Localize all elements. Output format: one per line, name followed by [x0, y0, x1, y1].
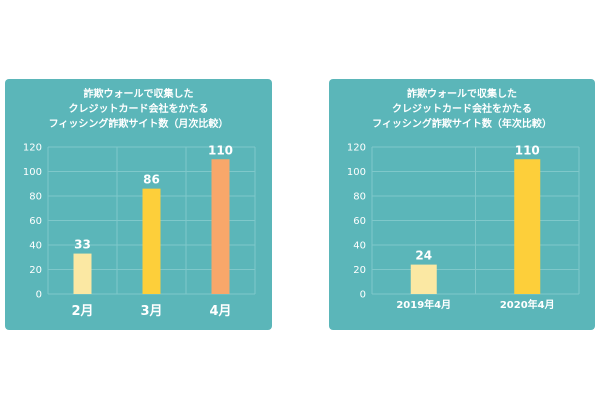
- monthly-chart-title-line-2: クレジットカード会社をかたる: [68, 104, 209, 115]
- monthly-chart-title: 詐欺ウォールで収集した クレジットカード会社をかたる フィッシング詐欺サイト数（…: [5, 87, 272, 132]
- yearly-bar-chart: 0 20 40 60 80 100 120 24 2019年4月 110 2020年4月: [347, 143, 580, 311]
- yearly-data-label: 24: [415, 249, 432, 263]
- yearly-chart-panel: 詐欺ウォールで収集した クレジットカード会社をかたる フィッシング詐欺サイト数（…: [329, 79, 595, 330]
- monthly-ytick-label: 40: [29, 241, 42, 252]
- yearly-chart-title-line-2: クレジットカード会社をかたる: [392, 104, 532, 115]
- monthly-bar: [73, 253, 92, 294]
- monthly-bar: [211, 159, 230, 294]
- yearly-ytick-label: 120: [347, 143, 366, 154]
- monthly-ytick-label: 20: [29, 265, 42, 276]
- monthly-chart-panel: 詐欺ウォールで収集した クレジットカード会社をかたる フィッシング詐欺サイト数（…: [5, 79, 272, 330]
- monthly-data-label: 110: [208, 143, 233, 157]
- monthly-bar-chart: 0 20 40 60 80 100 120 33 2月 86 3月 110 4月: [23, 143, 256, 319]
- yearly-ytick-label: 20: [353, 265, 366, 276]
- yearly-ytick-label: 60: [353, 216, 366, 227]
- yearly-bar: [410, 264, 437, 294]
- monthly-chart-title-line-1: 詐欺ウォールで収集した: [83, 89, 194, 100]
- monthly-chart-title-line-3: フィッシング詐欺サイト数（月次比較）: [48, 119, 229, 130]
- yearly-chart-title-line-3: フィッシング詐欺サイト数（年次比較）: [372, 119, 552, 130]
- monthly-ytick-label: 60: [29, 216, 42, 227]
- yearly-chart-title-line-1: 詐欺ウォールで収集した: [407, 89, 517, 100]
- monthly-ytick-label: 120: [23, 143, 42, 154]
- yearly-category-label: 2020年4月: [500, 298, 555, 311]
- monthly-ytick-label: 80: [29, 192, 42, 203]
- monthly-data-label: 86: [143, 173, 160, 187]
- yearly-ytick-label: 80: [353, 192, 366, 203]
- monthly-category-label: 2月: [71, 304, 93, 319]
- yearly-ytick-label: 40: [353, 241, 366, 252]
- monthly-ytick-label: 100: [23, 167, 42, 178]
- yearly-ytick-label: 0: [360, 290, 366, 301]
- yearly-bar: [514, 159, 541, 294]
- yearly-ytick-label: 100: [347, 167, 366, 178]
- monthly-bar: [142, 188, 161, 294]
- yearly-category-label: 2019年4月: [396, 298, 451, 311]
- monthly-category-label: 3月: [140, 304, 162, 319]
- monthly-category-label: 4月: [209, 304, 231, 319]
- monthly-data-label: 33: [74, 238, 91, 252]
- yearly-data-label: 110: [515, 143, 540, 157]
- yearly-chart-title: 詐欺ウォールで収集した クレジットカード会社をかたる フィッシング詐欺サイト数（…: [329, 87, 595, 132]
- monthly-ytick-label: 0: [36, 290, 42, 301]
